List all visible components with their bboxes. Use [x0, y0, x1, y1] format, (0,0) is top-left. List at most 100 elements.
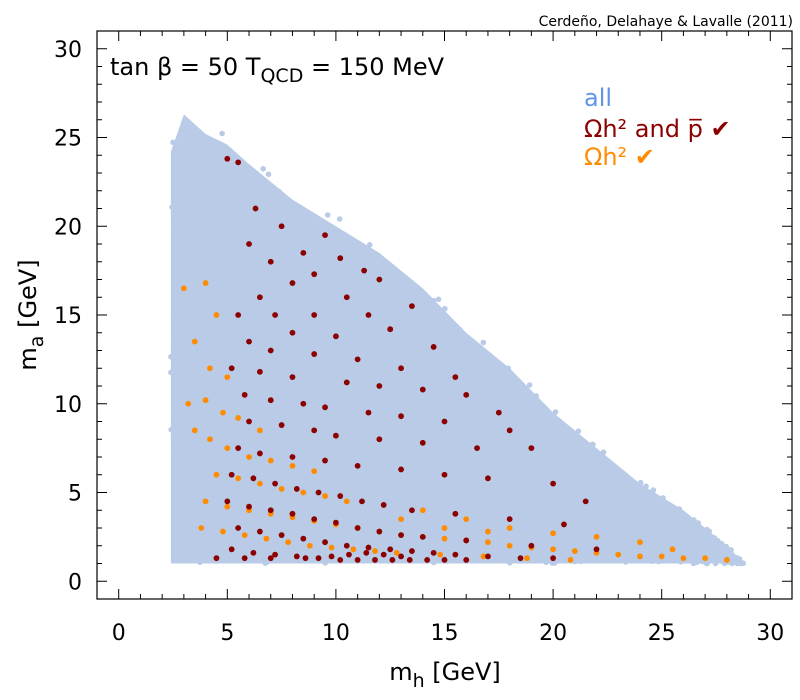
point-all	[229, 493, 236, 499]
point-all	[659, 526, 665, 532]
point-all	[596, 459, 602, 465]
point-all	[431, 498, 437, 504]
point-all	[487, 385, 493, 391]
legend-entry-all: all	[584, 84, 612, 112]
point-all	[536, 439, 542, 446]
y-axis-label: ma [GeV]	[14, 259, 48, 370]
point-all	[352, 414, 358, 421]
point-all	[379, 328, 386, 334]
point-all	[185, 131, 192, 137]
point-all	[437, 463, 444, 470]
point-all	[543, 559, 549, 566]
point-all	[419, 419, 425, 426]
point-omega	[524, 555, 530, 562]
point-omega-pbar	[506, 516, 513, 523]
point-all	[336, 216, 343, 222]
point-all	[179, 380, 186, 386]
point-omega-pbar	[550, 555, 556, 562]
point-all	[253, 488, 260, 495]
point-omega	[311, 468, 318, 475]
point-omega-pbar	[311, 271, 318, 278]
point-all	[384, 394, 391, 401]
point-omega-pbar	[267, 258, 274, 265]
point-omega-pbar	[376, 436, 383, 443]
point-omega-pbar	[311, 312, 318, 318]
point-omega	[372, 548, 378, 554]
point-all	[280, 433, 287, 440]
point-omega-pbar	[252, 205, 259, 212]
point-all	[341, 469, 348, 475]
point-all	[326, 377, 333, 383]
point-omega-pbar	[322, 232, 328, 239]
point-all	[219, 489, 225, 496]
point-all	[211, 512, 218, 519]
point-all	[601, 479, 608, 486]
point-all	[408, 469, 415, 476]
point-omega	[723, 557, 730, 563]
point-omega-pbar	[333, 333, 339, 340]
point-all	[237, 236, 244, 242]
point-omega	[213, 312, 220, 318]
y-tick-label: 30	[54, 38, 82, 63]
point-all	[222, 305, 228, 312]
point-all	[387, 316, 393, 322]
point-all	[506, 477, 512, 484]
point-all	[269, 322, 275, 328]
point-all	[253, 492, 259, 499]
point-omega	[322, 493, 328, 499]
point-all	[184, 280, 190, 287]
point-omega-pbar	[235, 525, 242, 531]
point-all	[676, 506, 683, 512]
point-all	[612, 545, 619, 552]
point-all	[316, 397, 322, 404]
point-all	[637, 528, 644, 534]
point-all	[661, 506, 667, 513]
point-all	[298, 211, 305, 218]
point-all	[244, 262, 251, 268]
point-omega	[241, 532, 248, 538]
point-all	[215, 432, 222, 438]
x-tick-label: 15	[431, 621, 459, 646]
point-all	[698, 534, 705, 541]
point-all	[666, 504, 672, 510]
point-all	[316, 251, 323, 258]
point-all	[658, 536, 664, 543]
point-omega-pbar	[452, 510, 459, 517]
point-all	[384, 514, 391, 520]
point-all	[704, 526, 710, 533]
point-all	[197, 403, 203, 409]
point-all	[728, 547, 734, 553]
point-all	[572, 448, 579, 454]
point-all	[401, 432, 408, 439]
point-all	[346, 248, 353, 254]
point-all	[192, 205, 199, 211]
point-omega	[207, 365, 213, 372]
point-all	[284, 325, 291, 332]
point-all	[176, 547, 182, 553]
point-all	[187, 315, 194, 321]
point-all	[572, 499, 579, 506]
point-all	[619, 470, 626, 477]
point-all	[267, 277, 273, 284]
point-all	[555, 478, 562, 485]
point-all	[263, 388, 269, 394]
point-omega	[343, 498, 350, 505]
point-all	[717, 540, 724, 547]
point-all	[323, 221, 330, 228]
point-all	[613, 466, 619, 473]
point-all	[292, 506, 298, 512]
point-all	[487, 437, 493, 443]
point-all	[541, 474, 548, 480]
point-all	[706, 533, 713, 540]
point-all	[434, 493, 441, 499]
axis-ticks	[96, 30, 793, 600]
point-all	[700, 546, 707, 552]
point-omega-pbar	[272, 312, 278, 318]
point-all	[659, 540, 666, 547]
point-all	[372, 322, 379, 328]
point-all	[594, 540, 601, 546]
point-all	[182, 489, 188, 495]
point-omega	[278, 486, 285, 492]
point-all	[200, 446, 207, 453]
point-all	[283, 284, 290, 290]
